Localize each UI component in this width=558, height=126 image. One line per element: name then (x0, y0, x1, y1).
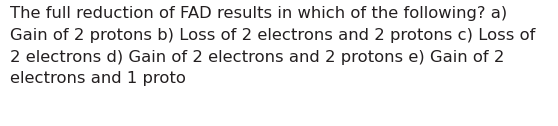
Text: The full reduction of FAD results in which of the following? a)
Gain of 2 proton: The full reduction of FAD results in whi… (10, 6, 536, 86)
